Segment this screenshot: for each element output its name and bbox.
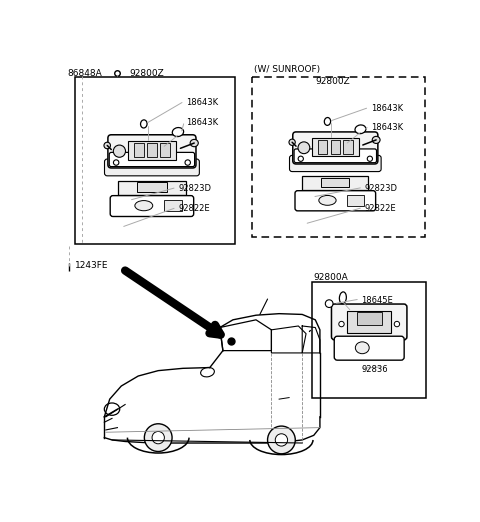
Circle shape [275, 434, 288, 446]
Text: 18643K: 18643K [371, 123, 403, 132]
FancyBboxPatch shape [293, 132, 378, 164]
Text: 92800A: 92800A [314, 273, 348, 282]
Text: 18643K: 18643K [186, 118, 218, 127]
Ellipse shape [355, 342, 369, 354]
Text: 92822E: 92822E [178, 204, 210, 213]
Ellipse shape [355, 125, 366, 134]
FancyBboxPatch shape [332, 304, 407, 340]
Bar [343, 140, 353, 153]
Bar [302, 176, 368, 190]
Text: 18643K: 18643K [186, 98, 218, 107]
Ellipse shape [324, 117, 331, 125]
Bar [134, 143, 144, 157]
Circle shape [113, 160, 119, 165]
Ellipse shape [190, 139, 198, 147]
Bar [312, 138, 359, 156]
Circle shape [144, 424, 172, 452]
Ellipse shape [135, 200, 153, 211]
Ellipse shape [289, 139, 295, 146]
Circle shape [152, 432, 164, 444]
Bar [75, 77, 235, 244]
Text: 92822E: 92822E [365, 204, 396, 213]
Bar [164, 200, 182, 211]
Text: 18645E: 18645E [361, 296, 393, 305]
Text: 92800Z: 92800Z [129, 69, 164, 78]
FancyBboxPatch shape [105, 159, 199, 176]
Circle shape [185, 160, 191, 165]
FancyBboxPatch shape [289, 156, 381, 172]
Bar [347, 195, 364, 206]
Circle shape [339, 322, 344, 327]
Bar [321, 178, 349, 187]
Bar [312, 282, 426, 398]
Ellipse shape [141, 120, 147, 128]
Bar [160, 143, 170, 157]
Circle shape [267, 426, 295, 454]
FancyBboxPatch shape [334, 336, 404, 360]
Bar [252, 77, 425, 236]
Text: 92823D: 92823D [178, 184, 211, 193]
Bar [357, 312, 382, 325]
Bar [318, 140, 327, 153]
Circle shape [394, 322, 400, 327]
Ellipse shape [339, 292, 347, 304]
Text: 86848A: 86848A [67, 69, 102, 78]
Ellipse shape [201, 367, 215, 377]
Ellipse shape [104, 403, 120, 416]
Text: 92800Z: 92800Z [315, 77, 350, 86]
FancyBboxPatch shape [295, 191, 376, 211]
Bar [128, 141, 176, 160]
Ellipse shape [113, 145, 125, 157]
Bar [331, 140, 340, 153]
Text: 18643K: 18643K [371, 104, 403, 113]
Bar [147, 143, 157, 157]
FancyBboxPatch shape [294, 149, 376, 163]
Ellipse shape [104, 142, 110, 149]
Ellipse shape [372, 136, 380, 144]
FancyBboxPatch shape [110, 196, 193, 217]
Ellipse shape [319, 195, 336, 205]
Ellipse shape [172, 127, 184, 137]
Bar [118, 181, 186, 195]
Ellipse shape [298, 142, 310, 153]
Bar [347, 311, 391, 333]
Bar [137, 183, 167, 192]
Circle shape [298, 156, 303, 161]
FancyBboxPatch shape [109, 152, 194, 167]
Text: 92823D: 92823D [365, 184, 397, 193]
Text: 92836: 92836 [361, 365, 388, 374]
FancyBboxPatch shape [108, 135, 196, 168]
Circle shape [325, 300, 333, 307]
Circle shape [367, 156, 372, 161]
Text: 1243FE: 1243FE [75, 260, 108, 270]
Text: (W/ SUNROOF): (W/ SUNROOF) [254, 65, 320, 74]
